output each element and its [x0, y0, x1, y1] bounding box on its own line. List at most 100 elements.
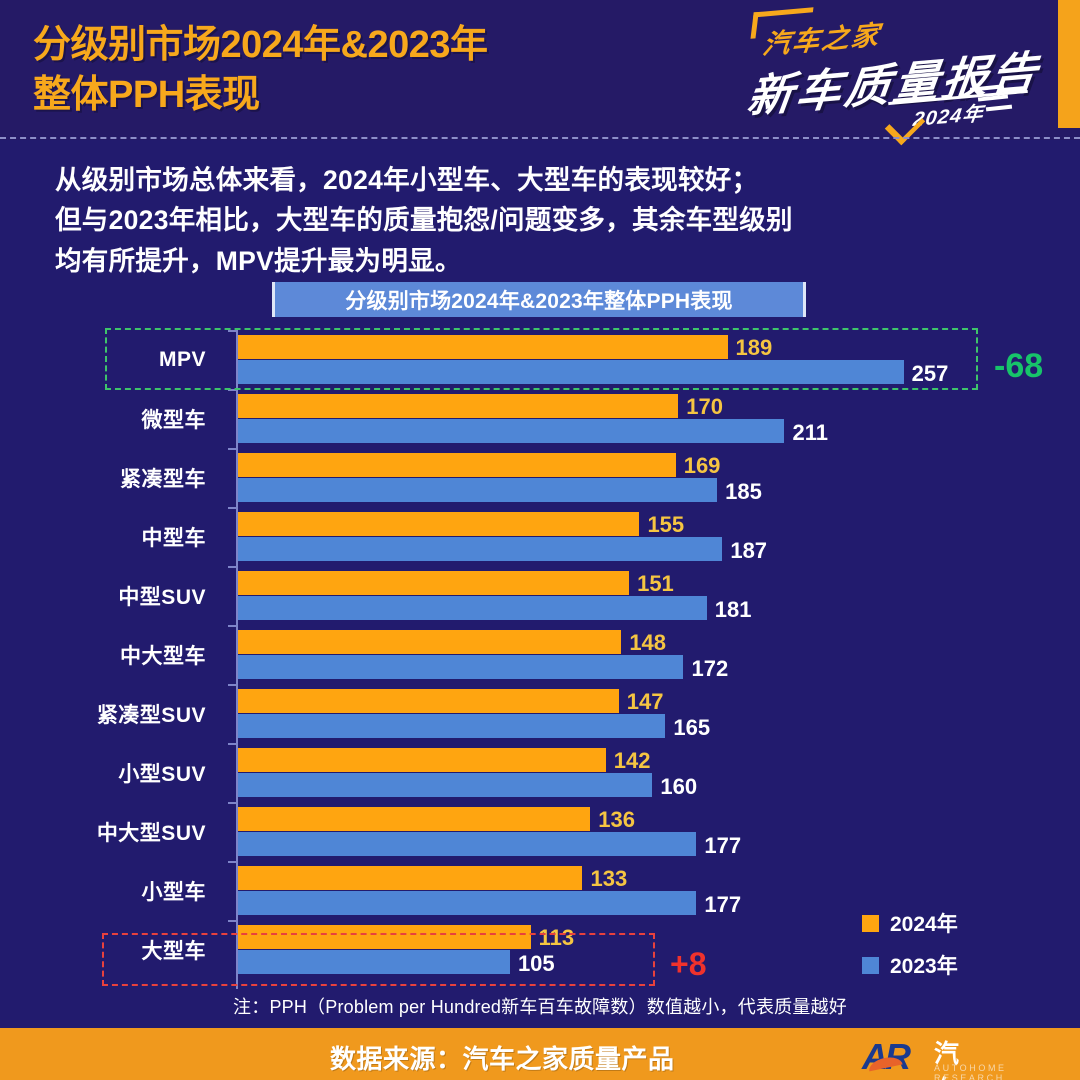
category-label: 中型车	[141, 527, 206, 550]
axis-tick	[228, 802, 237, 804]
mpv-highlight-box	[105, 328, 978, 390]
chart-axis-line	[236, 329, 238, 989]
bar-value-2024: 169	[683, 453, 721, 478]
chart-row: 中型车 155 187	[0, 507, 1080, 566]
axis-tick	[228, 389, 237, 391]
bar-value-2024: 147	[626, 689, 664, 714]
summary-text: 从级别市场总体来看，2024年小型车、大型车的表现较好； 但与2023年相比，大…	[55, 160, 1015, 281]
chart-row: 微型车 170 211	[0, 389, 1080, 448]
axis-tick	[228, 625, 237, 627]
bar-value-2024: 170	[686, 394, 724, 419]
bar-value-2023: 165	[673, 715, 711, 740]
summary-line-2: 但与2023年相比，大型车的质量抱怨/问题变多，其余车型级别	[55, 205, 793, 236]
bar-value-2023: 105	[517, 951, 555, 976]
institute-name-en: AUTOHOME RESEARCH INSTITUTE	[934, 1063, 1007, 1080]
category-label: 紧凑型SUV	[96, 704, 206, 727]
bar-2023	[238, 832, 697, 856]
chart-note: 注：PPH（Problem per Hundred新车百车故障数）数值越小，代表…	[233, 997, 847, 1017]
data-source-label: 数据来源：汽车之家质量产品	[330, 1044, 675, 1074]
category-label: 中大型车	[120, 645, 206, 668]
bar-2024	[238, 925, 531, 949]
legend-label: 2024年	[890, 913, 958, 936]
axis-tick	[228, 861, 237, 863]
bar-value-2024: 148	[629, 630, 667, 655]
bar-value-2024: 155	[647, 512, 685, 537]
legend-swatch-icon	[862, 956, 879, 974]
category-label: 小型SUV	[118, 763, 206, 786]
summary-line-3: 均有所提升，MPV提升最为明显。	[55, 245, 462, 276]
chart-row: 大型车 113 105	[0, 920, 1080, 979]
bar-2023	[238, 655, 684, 679]
bar-value-2024: 136	[598, 807, 635, 832]
bar-2024	[238, 807, 591, 831]
bar-value-2023: 257	[911, 361, 949, 386]
bar-value-2023: 177	[704, 892, 742, 917]
header-divider	[0, 137, 1080, 139]
category-label: 中型SUV	[118, 586, 206, 609]
bar-2023	[238, 360, 904, 384]
category-label: 大型车	[141, 940, 206, 963]
page-title-line-2: 整体PPH表现	[33, 74, 260, 117]
bar-2024	[238, 453, 676, 477]
axis-tick	[228, 448, 237, 450]
axis-tick	[228, 684, 237, 686]
large-car-highlight-box	[102, 933, 655, 986]
page-title-line-1: 分级别市场2024年&2023年	[33, 24, 488, 66]
bar-2024	[238, 630, 622, 654]
legend-label: 2023年	[890, 955, 958, 978]
bar-value-2023: 211	[792, 420, 828, 445]
chart-row: 紧凑型SUV 147 165	[0, 684, 1080, 743]
axis-tick	[228, 920, 237, 922]
bar-2024	[238, 571, 630, 595]
chart-legend: 2024年 2023年	[862, 908, 958, 992]
legend-item: 2023年	[862, 950, 958, 980]
axis-tick	[228, 743, 237, 745]
bar-value-2024: 113	[538, 925, 575, 950]
legend-item: 2024年	[862, 908, 958, 938]
axis-tick	[228, 507, 237, 509]
category-label: 中大型SUV	[96, 822, 206, 845]
chart-row: 紧凑型车 169 185	[0, 448, 1080, 507]
bar-2023	[238, 478, 718, 502]
category-label: 紧凑型车	[120, 468, 206, 491]
bar-value-2023: 187	[730, 538, 768, 563]
summary-line-1: 从级别市场总体来看，2024年小型车、大型车的表现较好；	[55, 165, 759, 195]
brand-year: 2024年	[911, 103, 986, 131]
legend-swatch-icon	[862, 914, 879, 932]
category-label: MPV	[158, 348, 206, 371]
chart-row: 小型车 133 177	[0, 861, 1080, 920]
bar-value-2023: 172	[691, 656, 729, 681]
bar-value-2023: 185	[725, 479, 762, 504]
chart-title: 分级别市场2024年&2023年整体PPH表现	[272, 282, 806, 317]
large-car-delta-label: +8	[670, 946, 707, 982]
category-label: 小型车	[141, 881, 206, 904]
bar-value-2023: 181	[714, 597, 752, 622]
bar-value-2024: 151	[637, 571, 674, 596]
page-title: 分级别市场2024年&2023年 整体PPH表现	[33, 20, 693, 120]
brand-logo: 汽车之家 新车质量报告 2024年	[742, 7, 1043, 146]
brand-speed-line-3	[985, 104, 1013, 112]
bar-2024	[238, 394, 679, 418]
page-header: 分级别市场2024年&2023年 整体PPH表现 汽车之家 新车质量报告 202…	[0, 0, 1080, 146]
mpv-delta-label: -68	[994, 347, 1044, 385]
bar-2023	[238, 419, 785, 443]
bar-2023	[238, 537, 723, 561]
bar-2024	[238, 866, 583, 890]
axis-tick	[228, 330, 237, 332]
bar-value-2024: 189	[735, 335, 773, 360]
bar-value-2023: 177	[704, 833, 742, 858]
bar-2024	[238, 689, 619, 713]
bar-value-2023: 160	[660, 774, 698, 799]
bar-2024	[238, 335, 728, 359]
bar-2023	[238, 950, 510, 974]
axis-tick	[228, 566, 237, 568]
bar-2024	[238, 512, 640, 536]
institute-name-cn: 汽车之家研究院	[934, 1040, 961, 1080]
chart-row: 中大型SUV 136 177	[0, 802, 1080, 861]
category-label: 微型车	[141, 409, 206, 432]
bar-2023	[238, 891, 697, 915]
page-footer: 数据来源：汽车之家质量产品 AR 汽车之家研究院 AUTOHOME RESEAR…	[0, 1028, 1080, 1080]
bar-2024	[238, 748, 606, 772]
bar-2023	[238, 596, 707, 620]
chart-row: 中型SUV 151 181	[0, 566, 1080, 625]
